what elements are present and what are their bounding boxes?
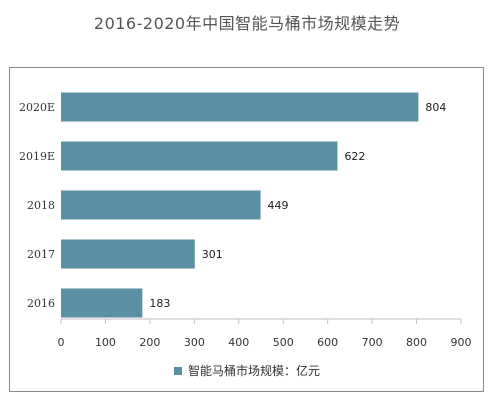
data-label-2018: 449 [268, 199, 289, 212]
x-tick-label-900: 900 [451, 336, 472, 349]
bars-layer: 2020E 804 2019E 622 2018 449 2017 301 2016 183 [19, 92, 446, 318]
bar-2020E [61, 92, 419, 122]
bar-2016 [61, 288, 143, 318]
data-label-2020E: 804 [425, 101, 446, 114]
bar-2019E [61, 141, 338, 171]
category-label-2017: 2017 [27, 248, 55, 261]
x-tick-label-800: 800 [406, 336, 427, 349]
x-tick-label-600: 600 [317, 336, 338, 349]
category-label-2016: 2016 [27, 297, 55, 310]
legend-swatch [174, 367, 182, 375]
category-label-2018: 2018 [27, 199, 55, 212]
x-axis: 0 100 200 300 400 500 600 700 800 900 [58, 318, 472, 349]
legend: 智能马桶市场规模：亿元 [174, 363, 320, 378]
category-label-2020E: 2020E [19, 101, 55, 114]
x-tick-label-300: 300 [184, 336, 205, 349]
data-label-2019E: 622 [344, 150, 365, 163]
legend-label: 智能马桶市场规模：亿元 [188, 363, 320, 378]
x-tick-label-100: 100 [95, 336, 116, 349]
category-label-2019E: 2019E [19, 150, 55, 163]
chart-frame [9, 67, 484, 392]
bar-2017 [61, 239, 195, 269]
data-label-2016: 183 [149, 297, 170, 310]
data-label-2017: 301 [202, 248, 223, 261]
x-tick-label-200: 200 [139, 336, 160, 349]
x-tick-label-0: 0 [58, 336, 65, 349]
x-tick-label-400: 400 [228, 336, 249, 349]
x-tick-label-700: 700 [362, 336, 383, 349]
bar-2018 [61, 190, 261, 220]
chart-title: 2016-2020年中国智能马桶市场规模走势 [93, 14, 401, 33]
x-tick-label-500: 500 [273, 336, 294, 349]
